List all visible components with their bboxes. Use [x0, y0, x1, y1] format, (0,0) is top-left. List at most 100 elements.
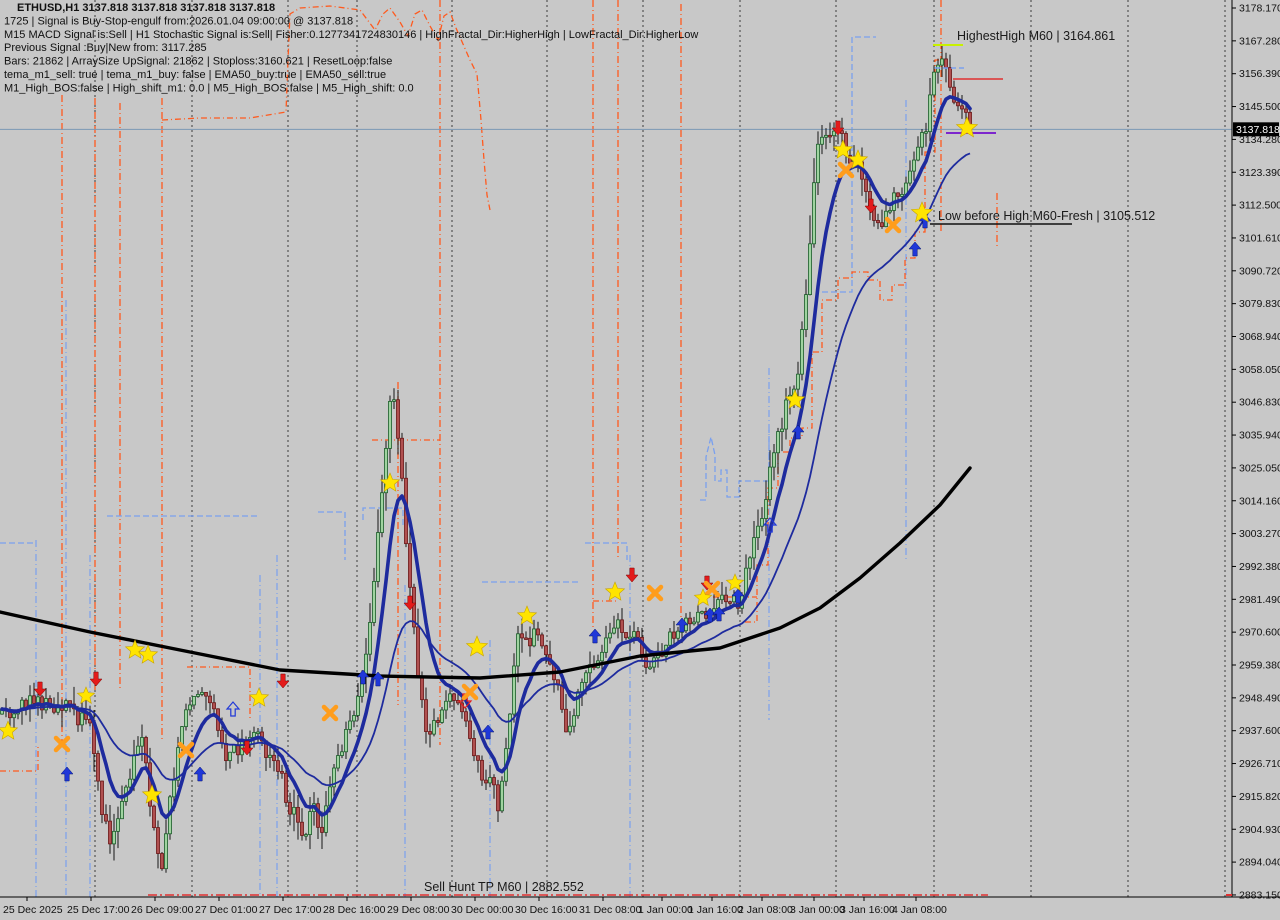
price-label: 3058.050: [1239, 364, 1280, 376]
candle-body: [104, 814, 108, 822]
candle-body: [756, 525, 760, 539]
buy-arrow-icon: [193, 766, 207, 782]
candle-body: [408, 543, 412, 588]
candle-body: [212, 702, 216, 710]
orange-step: [161, 5, 491, 211]
price-label: 2915.820: [1239, 791, 1280, 803]
buy-arrow-icon: [908, 241, 922, 257]
candle-body: [580, 682, 584, 693]
price-label: 3079.830: [1239, 298, 1280, 310]
info-line: M1_High_BOS:false | High_shift_m1: 0.0 |…: [4, 82, 414, 94]
candle-body: [864, 178, 868, 192]
price-label: 3046.830: [1239, 397, 1280, 409]
time-label: 3 Jan 00:00: [790, 904, 845, 916]
signal-markers: [0, 116, 979, 804]
candle-body: [536, 628, 540, 636]
candle-body: [804, 294, 808, 330]
sell-arrow-icon: [625, 567, 639, 583]
candle-body: [176, 747, 180, 781]
candle-body: [776, 431, 780, 454]
moving-average-lines: [0, 95, 972, 820]
candle-body: [116, 818, 120, 832]
info-line: Bars: 21862 | ArraySize UpSignal: 21862 …: [4, 56, 392, 68]
candle-body: [612, 627, 616, 634]
candle-body: [308, 811, 312, 835]
candle-body: [636, 631, 640, 638]
candle-body: [816, 143, 820, 184]
candle-body: [304, 834, 308, 837]
candle-body: [620, 619, 624, 633]
cross-marker-icon: [177, 741, 195, 759]
candle-body: [288, 802, 292, 815]
candle-body: [276, 760, 280, 772]
buy-arrow-icon: [712, 606, 726, 622]
candle-body: [940, 58, 944, 66]
candle-body: [964, 108, 968, 113]
lightblue-step: [318, 511, 346, 560]
candle-body: [796, 373, 800, 390]
candle-body: [128, 778, 132, 788]
candle-body: [584, 672, 588, 683]
candle-body: [120, 801, 124, 820]
cross-marker-icon: [646, 584, 664, 602]
candle-body: [828, 134, 832, 138]
candle-body: [284, 772, 288, 803]
current-price-box: [1233, 122, 1279, 137]
candle-body: [416, 626, 420, 677]
candle-body: [560, 684, 564, 710]
candle-body: [192, 696, 196, 706]
time-label: 29 Dec 08:00: [387, 904, 450, 916]
candle-body: [772, 452, 776, 468]
candle-body: [496, 784, 500, 812]
candle-body: [820, 136, 824, 145]
buy-arrow-hollow-icon: [762, 517, 778, 533]
time-label: 3 Jan 16:00: [840, 904, 895, 916]
candle-body: [200, 692, 204, 695]
candle-body: [876, 219, 880, 224]
star-marker: [124, 639, 146, 659]
candle-body: [332, 767, 336, 788]
price-axis[interactable]: 3178.170 3167.280 3156.390 3145.500 3134.280…: [1226, 0, 1280, 901]
candle-body: [444, 700, 448, 711]
buy-arrow-icon: [675, 617, 689, 633]
candle-body: [492, 777, 496, 786]
cross-marker-icon: [837, 161, 855, 179]
time-axis[interactable]: 25 Dec 2025 25 Dec 17:00 26 Dec 09:00 27 De…: [0, 896, 1280, 916]
star-marker: [465, 635, 489, 657]
buy-arrow-icon: [371, 671, 385, 687]
buy-arrow-icon: [588, 628, 602, 644]
price-label: 3156.390: [1239, 68, 1280, 80]
candle-body: [604, 637, 608, 653]
candle-body: [812, 182, 816, 245]
candle-body: [476, 755, 480, 761]
candle-body: [540, 634, 544, 647]
candle-body: [752, 537, 756, 559]
candle-body: [172, 779, 176, 798]
time-label: 4 Jan 08:00: [892, 904, 947, 916]
time-label: 26 Dec 09:00: [131, 904, 194, 916]
candle-body: [480, 759, 484, 781]
candle-body: [340, 751, 344, 756]
candle-body: [516, 633, 520, 667]
candle-body: [500, 780, 504, 812]
orange-vertical-lines: [61, 0, 998, 746]
star-marker: [910, 201, 934, 223]
candle-body: [152, 805, 156, 828]
candle-body: [880, 222, 884, 228]
candle-body: [488, 777, 492, 784]
candle-body: [908, 170, 912, 184]
candle-body: [460, 702, 464, 713]
candle-body: [644, 657, 648, 668]
sell-arrow-icon: [276, 673, 290, 689]
price-label: 2970.600: [1239, 627, 1280, 639]
price-label: 2937.600: [1239, 725, 1280, 737]
candle-body: [392, 399, 396, 402]
candle-body: [424, 699, 428, 732]
price-label: 2904.930: [1239, 824, 1280, 836]
candle-body: [448, 693, 452, 702]
price-label: 3101.610: [1239, 232, 1280, 244]
candle-body: [140, 737, 144, 747]
sell-hunt-tp-label: Sell Hunt TP M60 | 2882.552: [424, 880, 584, 894]
